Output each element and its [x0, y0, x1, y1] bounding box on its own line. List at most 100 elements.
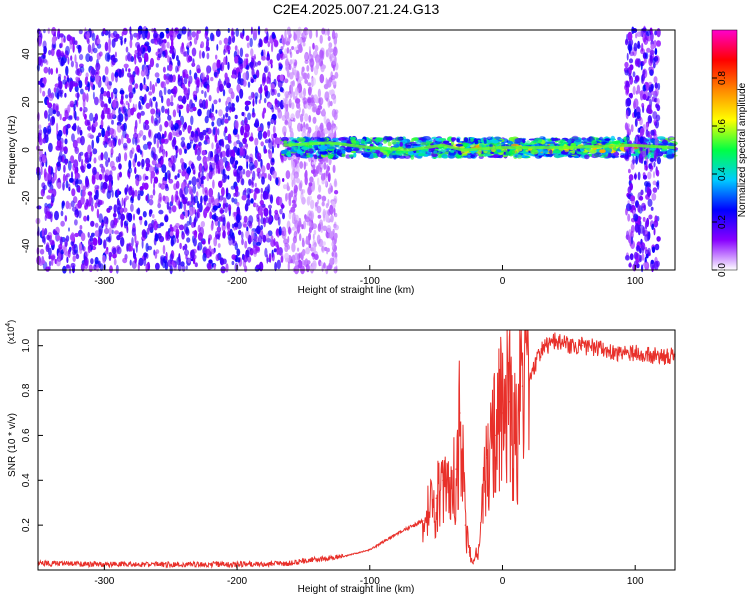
spectrogram-cell — [625, 98, 629, 108]
spectrogram-cell — [319, 122, 324, 131]
spectrogram-cell — [654, 137, 659, 147]
spectrogram-cell — [286, 26, 291, 36]
spectrogram-cell — [285, 104, 289, 112]
spectrogram-cell — [263, 85, 268, 92]
spectrogram-cell — [153, 181, 156, 190]
spectrogram-cell — [190, 115, 194, 126]
spectrogram-cell — [186, 142, 191, 150]
spectrogram-cell — [171, 205, 177, 213]
spectrogram-cell — [325, 49, 329, 58]
spectrogram-cell — [246, 194, 249, 199]
spectrogram-cell — [74, 110, 77, 121]
spectrogram-cell — [233, 192, 236, 197]
spectrogram-cell — [634, 118, 638, 127]
spectrogram-cell — [134, 53, 136, 61]
spectrogram-cell — [646, 186, 650, 196]
spectrogram-cell — [73, 243, 78, 254]
spectrogram-cell — [657, 82, 661, 91]
spectrogram-cell — [40, 54, 46, 60]
spectrogram-cell — [290, 259, 293, 264]
spectrogram-cell — [78, 152, 82, 163]
spectrogram-cell — [209, 161, 212, 167]
spectrogram-cell — [74, 173, 78, 180]
spectrogram-cell — [87, 44, 92, 54]
spectrogram-cell — [329, 257, 335, 266]
spectrogram-cell — [211, 121, 215, 127]
spectrogram-cell — [201, 240, 206, 245]
spectrogram-cell — [329, 56, 333, 62]
spectrogram-cell — [64, 238, 68, 247]
spectrogram-cell — [284, 97, 287, 103]
spectrogram-cell — [199, 103, 204, 108]
spectrogram-cell — [341, 149, 346, 154]
spectrogram-cell — [306, 260, 311, 265]
spectrogram-cell — [632, 155, 635, 165]
spectrogram-cell — [117, 188, 120, 196]
spectrogram-cell — [293, 176, 296, 186]
spectrogram-cell — [40, 83, 45, 88]
spectrogram-cell — [115, 75, 118, 83]
spectrogram-cell — [100, 100, 105, 108]
spectrogram-cell — [225, 263, 229, 273]
spectrogram-cell — [318, 149, 326, 152]
spectrogram-cell — [122, 129, 127, 139]
spectrogram-cell — [292, 91, 296, 100]
spectrogram-cell — [65, 201, 69, 208]
spectrogram-cell — [229, 37, 232, 45]
spectrogram-cell — [282, 178, 285, 182]
spectrogram-cell — [260, 187, 263, 194]
spectrogram-cell — [186, 237, 191, 243]
spectrogram-cell — [276, 53, 281, 61]
spectrogram-cell — [292, 215, 295, 223]
spectrogram-cell — [74, 209, 78, 215]
spectrogram-cell — [268, 77, 271, 85]
spectrogram-cell — [308, 226, 312, 234]
spectrogram-cell — [107, 157, 111, 163]
spectrogram-cell — [75, 253, 80, 260]
snr-point — [478, 547, 480, 549]
spectrogram-cell — [620, 154, 625, 158]
spectrogram-cell — [50, 68, 54, 75]
spectrogram-cell — [182, 194, 185, 200]
spectrogram-cell — [164, 185, 170, 192]
spectrogram-cell — [156, 77, 161, 84]
spectrogram-cell — [107, 174, 113, 182]
colorbar-tick-label: 0.8 — [717, 71, 728, 85]
spectrogram-cell — [115, 100, 119, 109]
spectrogram-cell — [455, 143, 463, 147]
spectrogram-cell — [139, 82, 143, 91]
spectrogram-cell — [57, 182, 62, 190]
colorbar-tick-label: 0.6 — [717, 119, 728, 133]
spectrogram-cell — [100, 166, 106, 174]
spectrogram-cell — [226, 221, 231, 229]
spectrogram-cell — [278, 48, 283, 55]
spectrogram-cell — [47, 266, 51, 271]
spectrogram-cell — [330, 74, 336, 81]
spectrogram-cell — [114, 51, 117, 58]
spectrogram-cell — [281, 115, 286, 121]
spectrogram-cell — [190, 163, 195, 170]
spectrogram-cell — [333, 208, 336, 216]
spectrogram-cell — [492, 154, 499, 158]
spectrogram-cell — [288, 99, 292, 104]
spectrogram-cell — [159, 222, 164, 227]
spectrogram-cell — [376, 151, 384, 158]
spectrogram-cell — [654, 88, 659, 97]
spectrogram-cell — [331, 252, 334, 257]
spectrogram-cell — [143, 77, 146, 85]
spectrogram-cell — [311, 161, 317, 166]
spectrogram-cell — [182, 95, 187, 105]
spectrogram-cell — [634, 75, 640, 82]
spectrogram-cell — [207, 138, 211, 145]
spectrogram-cell — [574, 138, 582, 143]
spectrogram-cell — [440, 148, 446, 153]
spectrogram-cell — [207, 77, 210, 87]
spectrogram-cell — [129, 33, 133, 41]
spectrogram-cell — [635, 136, 638, 144]
spectrogram-cell — [220, 207, 223, 215]
snr-point — [435, 497, 437, 499]
snr-point — [661, 356, 663, 358]
spectrogram-cell — [43, 205, 48, 215]
colorbar-tick-label: 0.4 — [717, 167, 728, 181]
spectrogram-cell — [161, 42, 166, 52]
